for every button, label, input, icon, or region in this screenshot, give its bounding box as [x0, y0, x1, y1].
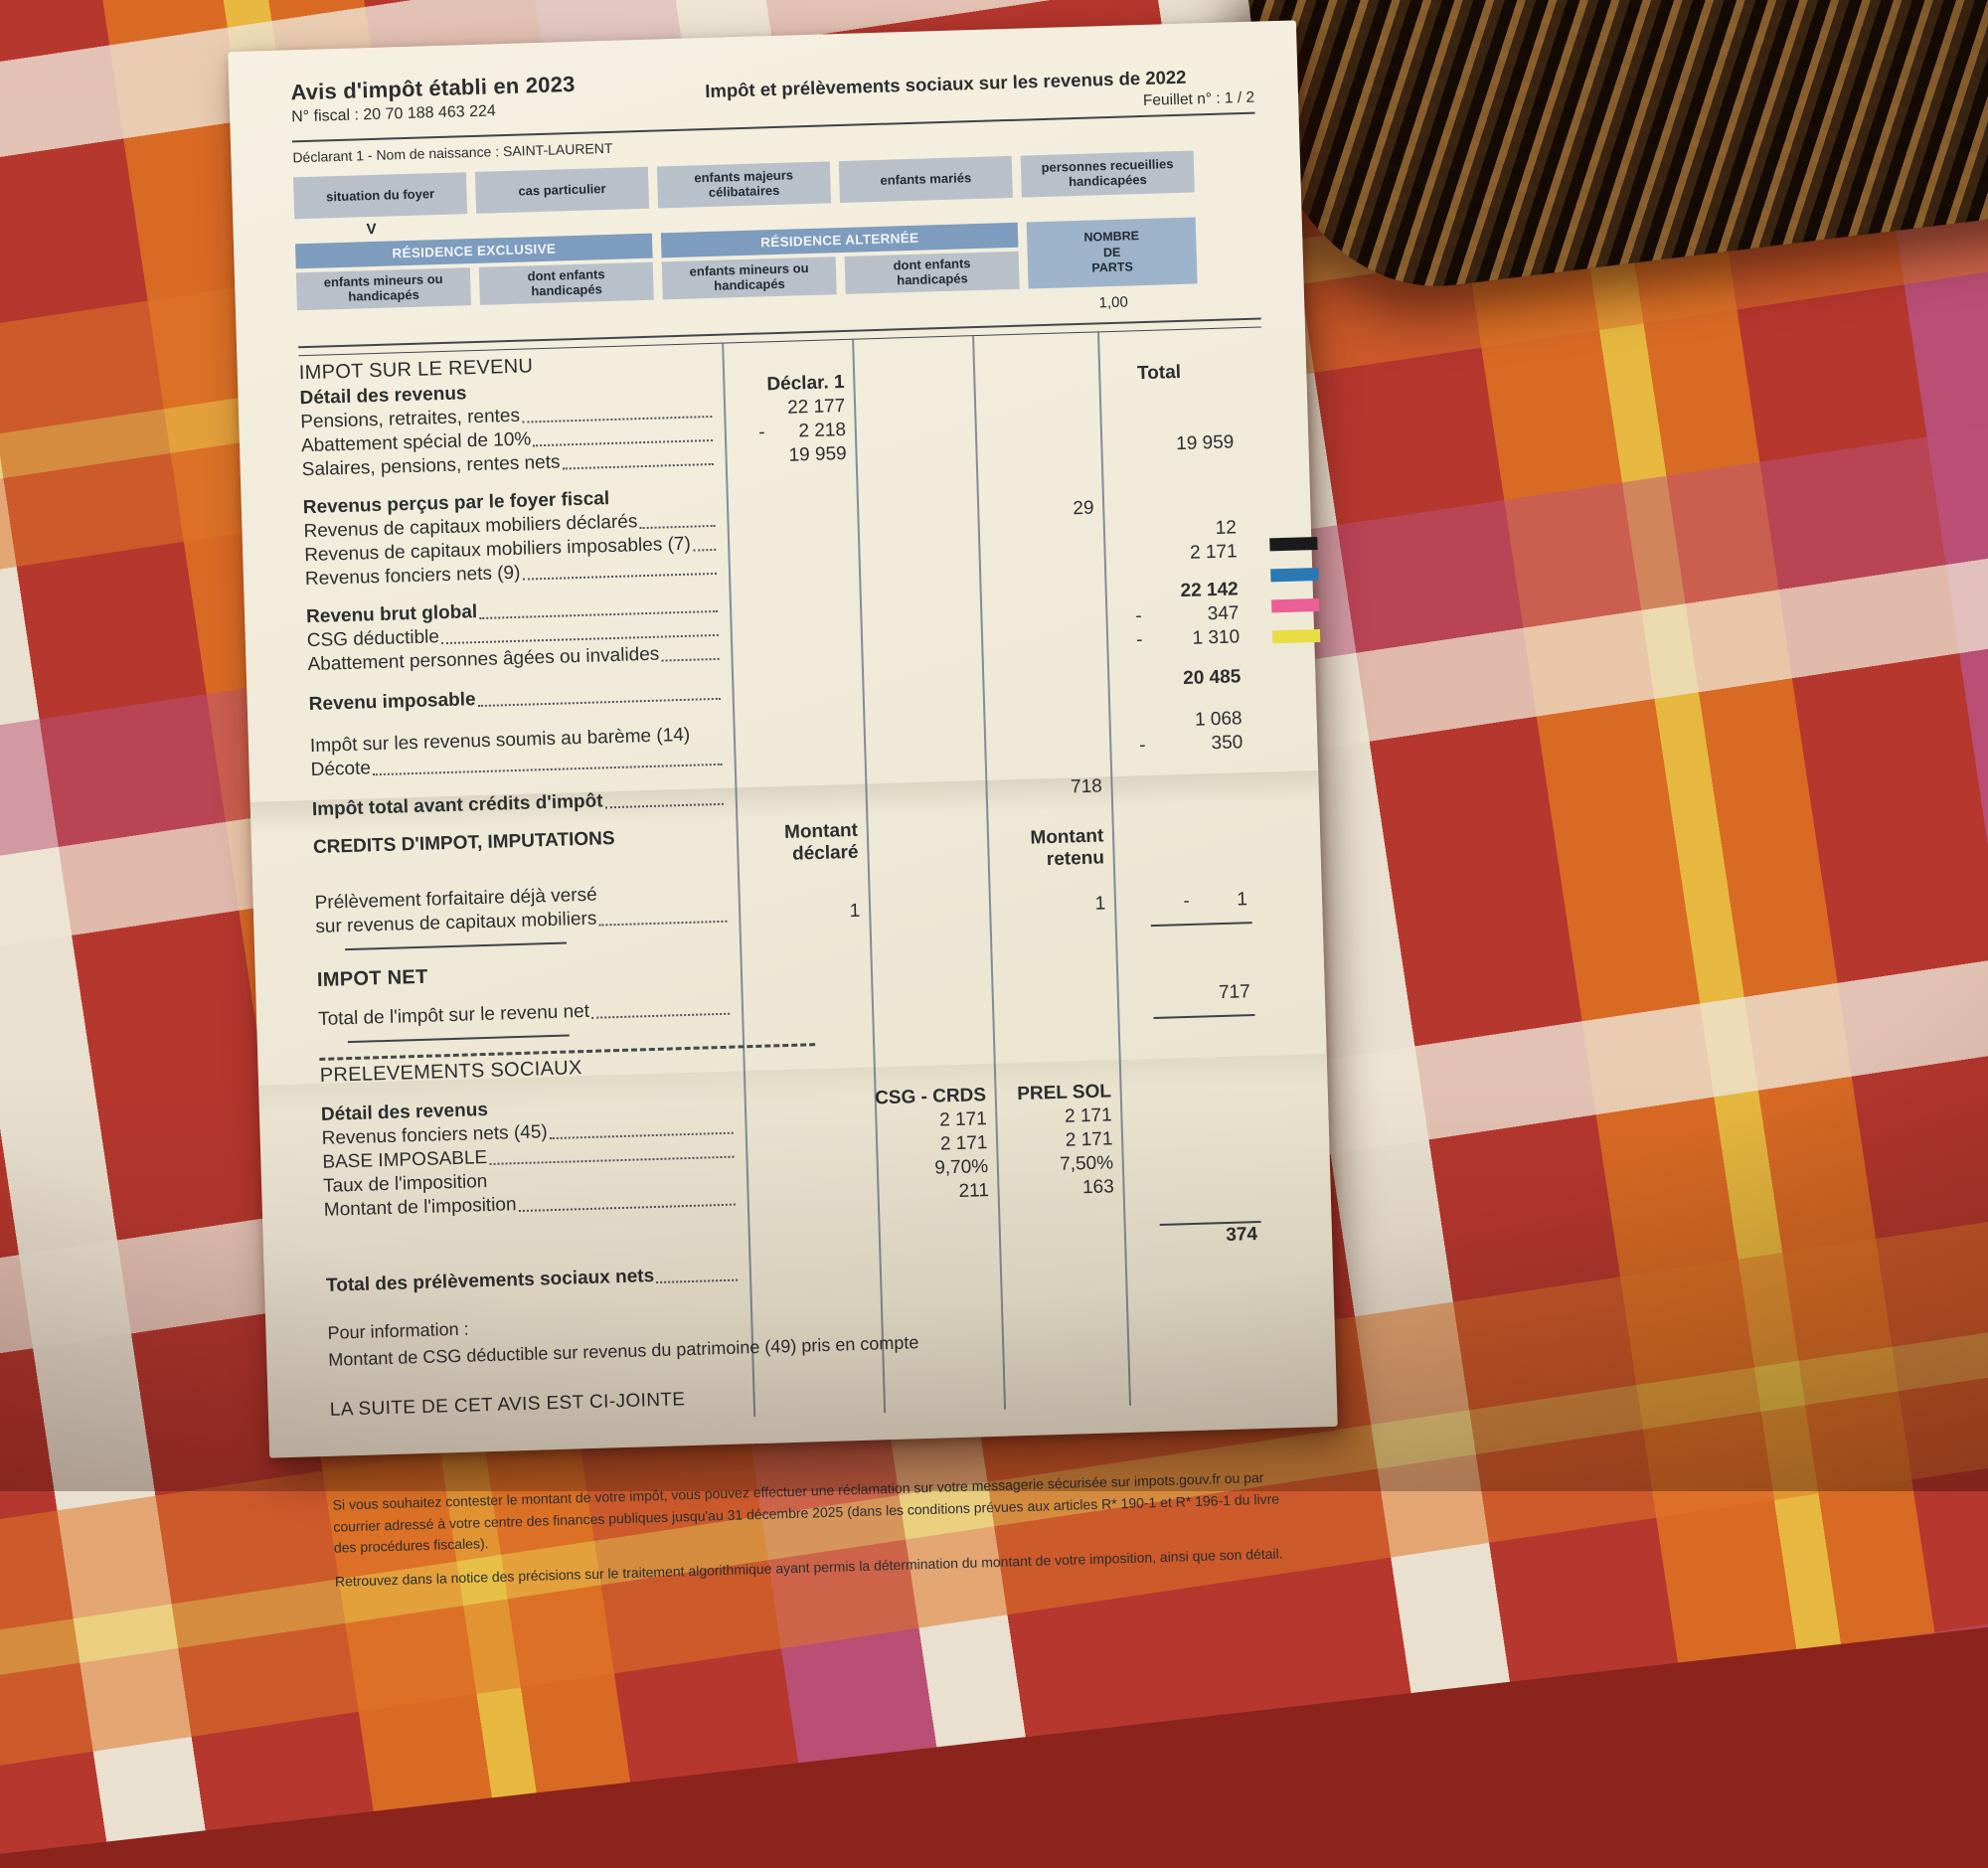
minus-sign: - [1135, 605, 1143, 627]
minus-sign: - [1135, 629, 1143, 651]
calibration-strip [1269, 536, 1321, 644]
cell-value: 1 [1237, 889, 1248, 911]
dot-leader [591, 1012, 731, 1019]
dot-leader [533, 438, 714, 447]
suite-notice: LA SUITE DE CET AVIS EST CI-JOINTE [329, 1389, 686, 1421]
cell-empty [870, 920, 990, 924]
cell-empty [993, 1008, 1118, 1012]
cell-value: 350 [1211, 732, 1243, 755]
cell-declare: 1 [849, 900, 861, 923]
section-impot-net: IMPOT NET [316, 965, 428, 992]
dot-leader [598, 920, 728, 927]
header-cas-particulier: cas particulier [474, 166, 650, 214]
header-right: Impôt et prélèvements sociaux sur les re… [705, 52, 1255, 123]
dot-leader [518, 1203, 737, 1213]
subheader-enfants-mineurs-1: enfants mineurs ou handicapés [295, 267, 471, 311]
household-tables: situation du foyer cas particulier enfan… [293, 150, 1198, 338]
minus-sign: - [757, 422, 765, 443]
cell-total: -1 [1114, 887, 1278, 916]
document-header: Avis d'impôt établi en 2023 N° fiscal : … [290, 52, 1254, 136]
cell-total: 19 959 [1175, 431, 1235, 455]
subheader-dont-enfants-1: dont enfants handicapés [478, 261, 654, 305]
subheader-dont-enfants-2: dont enfants handicapés [844, 251, 1020, 294]
montant-retenu-header: Montant retenu [1030, 825, 1105, 871]
csg-crds-header: CSG - CRDS [874, 1085, 987, 1109]
cell-total: 717 [1218, 981, 1251, 1004]
tax-notice-sheet: Avis d'impôt établi en 2023 N° fiscal : … [228, 20, 1338, 1590]
dot-leader [522, 572, 718, 581]
left-rule [347, 1034, 570, 1044]
dot-leader [692, 548, 717, 552]
dot-leader [549, 1131, 735, 1140]
parts-value: 1,00 [1098, 293, 1129, 311]
header-enfants-maries: enfants mariés [838, 155, 1013, 204]
header-enfants-majeurs: enfants majeurs célibataires [656, 161, 832, 209]
cell-csg: 9,70% [933, 1156, 989, 1179]
calibration-bar [1271, 597, 1320, 613]
dot-leader [639, 524, 716, 530]
row-label: Décote [310, 758, 372, 781]
cell-total: 2 171 [1189, 541, 1238, 564]
calibration-bar [1271, 628, 1321, 644]
cell-total: - 1 310 [1106, 624, 1270, 653]
header-left: Avis d'impôt établi en 2023 N° fiscal : … [290, 72, 576, 126]
cell-total: 20 485 [1182, 666, 1242, 690]
cell-montant: 718 [1070, 775, 1103, 798]
cell-value: 347 [1207, 602, 1240, 625]
cell-declar1: 19 959 [788, 442, 847, 466]
montant-declare-header: Montant déclaré [783, 819, 859, 865]
dot-leader [562, 462, 715, 470]
calibration-bar [1269, 536, 1318, 552]
main-table: IMPOT SUR LE REVENU Détail des revenus D… [298, 317, 1293, 1447]
dot-leader [522, 415, 713, 424]
row-label: Revenu imposable [308, 689, 476, 716]
header-personnes-recueillies: personnes recueillies handicapées [1020, 150, 1195, 198]
dot-leader [477, 697, 722, 708]
minus-sign: - [1183, 890, 1191, 913]
minus-sign: - [1138, 735, 1146, 757]
cell-value: 1 310 [1192, 626, 1241, 649]
right-rule [1153, 1014, 1255, 1020]
subheader-enfants-mineurs-2: enfants mineurs ou handicapés [661, 256, 837, 300]
cell-csg: 2 171 [938, 1108, 988, 1131]
cell-total: - 350 [1109, 730, 1273, 759]
dot-leader [656, 1278, 739, 1284]
cell-csg: 2 171 [939, 1132, 988, 1155]
cell-retenu: 1 [1094, 893, 1106, 915]
dot-leader [661, 657, 720, 662]
cell-empty [743, 1015, 873, 1019]
header-nombre-de-parts: NOMBRE DE PARTS [1026, 217, 1198, 289]
calibration-bar [1270, 567, 1319, 583]
dot-leader [604, 802, 725, 809]
cell-value: 2 218 [798, 419, 847, 442]
cell-prel: 163 [1081, 1176, 1115, 1199]
cell-empty [872, 1012, 992, 1016]
cell-csg: 211 [958, 1180, 990, 1202]
header-situation-du-foyer: situation du foyer [293, 172, 468, 220]
